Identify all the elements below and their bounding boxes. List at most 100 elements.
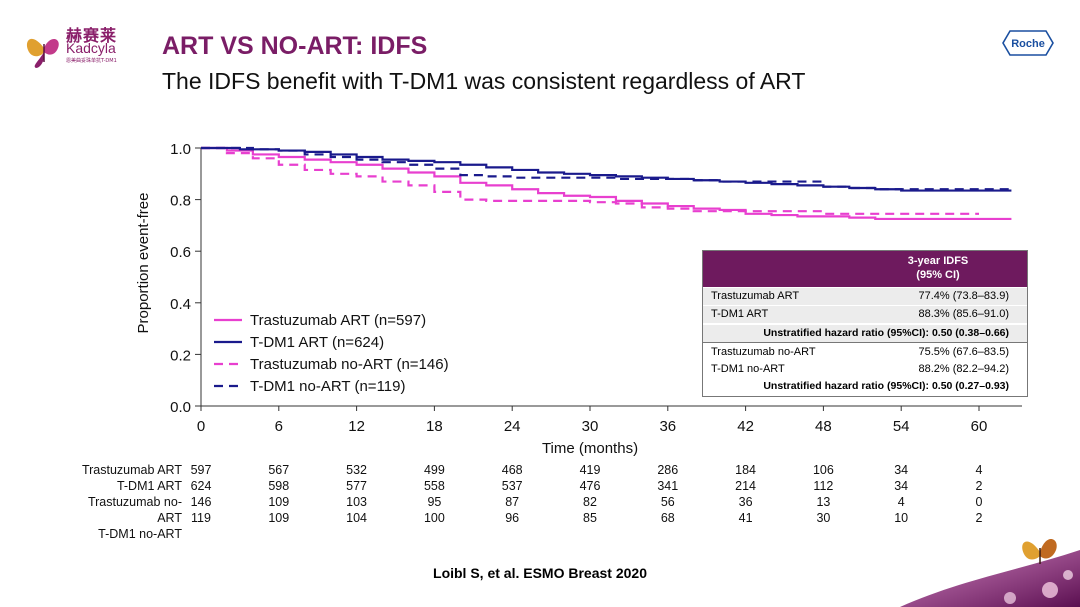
idfs-hazard-ratio-art: Unstratified hazard ratio (95%CI): 0.50 …	[703, 325, 1027, 342]
idfs-hazard-ratio-text: Unstratified hazard ratio (95%CI): 0.50 …	[763, 327, 1009, 339]
idfs-row-value: 75.5% (67.6–83.5)	[918, 346, 1009, 358]
risk-cell: 286	[657, 463, 679, 477]
risk-cell: 537	[501, 479, 523, 493]
risk-cell: 30	[816, 511, 831, 525]
idfs-row: T-DM1 ART 88.3% (85.6–91.0)	[703, 306, 1027, 323]
idfs-table-header: 3-year IDFS (95% CI)	[703, 251, 1027, 287]
x-axis-label: Time (months)	[542, 440, 638, 457]
risk-cell: 95	[427, 495, 442, 509]
risk-cell: 2	[975, 479, 983, 493]
risk-cell: 34	[894, 479, 909, 493]
idfs-row-name: T-DM1 ART	[711, 308, 769, 320]
idfs-divider	[703, 342, 1027, 343]
risk-cell: 119	[191, 511, 211, 525]
risk-cell: 532	[346, 463, 368, 477]
roche-logo-icon: Roche	[1002, 30, 1054, 56]
risk-cell: 103	[346, 495, 368, 509]
idfs-row-name: Trastuzumab ART	[711, 290, 800, 302]
risk-cell: 109	[268, 511, 290, 525]
legend-label: T-DM1 no-ART (n=119)	[250, 378, 405, 395]
idfs-hazard-ratio-noart: Unstratified hazard ratio (95%CI): 0.50 …	[703, 378, 1027, 395]
risk-cell: 41	[738, 511, 753, 525]
risk-cell: 13	[816, 495, 831, 509]
risk-cell: 468	[501, 463, 523, 477]
risk-cell: 4	[897, 495, 905, 509]
roche-logo-text: Roche	[1011, 38, 1045, 50]
series-line-2	[201, 146, 979, 215]
idfs-row: Trastuzumab ART 77.4% (73.8–83.9)	[703, 288, 1027, 305]
citation: Loibl S, et al. ESMO Breast 2020	[433, 565, 647, 581]
legend-label: T-DM1 ART (n=624)	[250, 334, 384, 351]
y-axis-label: Proportion event-free	[135, 193, 152, 334]
slide-subtitle: The IDFS benefit with T-DM1 was consiste…	[162, 68, 806, 94]
brand-name-en: Kadcyla	[66, 40, 116, 56]
risk-cell: 68	[660, 511, 675, 525]
risk-cell: 56	[660, 495, 675, 509]
idfs-header-line2: (95% CI)	[916, 269, 960, 281]
risk-cell: 419	[579, 463, 601, 477]
risk-cell: 85	[583, 511, 597, 525]
risk-cell: 558	[423, 479, 445, 493]
risk-cell: 598	[268, 479, 290, 493]
risk-cell: 87	[505, 495, 520, 509]
y-tick-label: 0.2	[170, 347, 191, 364]
butterfly-logo-icon	[26, 38, 59, 68]
idfs-row-value: 77.4% (73.8–83.9)	[918, 290, 1009, 302]
slide-title: ART VS NO-ART: IDFS	[162, 32, 428, 60]
idfs-row: Trastuzumab no-ART 75.5% (67.6–83.5)	[703, 344, 1027, 361]
idfs-row-name: Trastuzumab no-ART	[711, 346, 816, 358]
risk-row-label: ART	[157, 511, 182, 525]
x-tick-label: 0	[197, 418, 205, 435]
risk-row-label: Trastuzumab no-	[87, 495, 182, 509]
y-tick-label: 0.4	[170, 296, 191, 313]
decorative-flower-banner-icon	[900, 538, 1080, 607]
y-tick-label: 0.0	[170, 399, 191, 416]
y-tick-label: 1.0	[170, 141, 191, 158]
x-tick-label: 24	[504, 418, 521, 435]
risk-cell: 341	[657, 479, 679, 493]
risk-row-label: Trastuzumab ART	[81, 463, 182, 477]
x-tick-label: 48	[815, 418, 832, 435]
risk-cell: 146	[190, 495, 212, 509]
risk-cell: 499	[423, 463, 445, 477]
risk-cell: 567	[268, 463, 290, 477]
x-tick-label: 36	[659, 418, 676, 435]
risk-cell: 10	[894, 511, 909, 525]
risk-cell: 100	[423, 511, 445, 525]
risk-cell: 104	[346, 511, 368, 525]
risk-cell: 476	[579, 479, 601, 493]
risk-table: Trastuzumab ART T-DM1 ART Trastuzumab no…	[0, 460, 1080, 550]
idfs-header-line1: 3-year IDFS	[907, 255, 969, 267]
risk-cell: 0	[975, 495, 983, 509]
x-tick-label: 12	[348, 418, 365, 435]
x-tick-label: 60	[971, 418, 988, 435]
risk-cell: 184	[735, 463, 757, 477]
risk-cell: 577	[346, 479, 368, 493]
risk-row-label: T-DM1 ART	[116, 479, 182, 493]
risk-cell: 96	[505, 511, 520, 525]
risk-cell: 36	[738, 495, 753, 509]
risk-cell: 597	[190, 463, 212, 477]
idfs-row-name: T-DM1 no-ART	[711, 363, 785, 375]
brand-subtitle: 恩美曲妥珠单抗T-DM1	[66, 58, 117, 64]
idfs-hazard-ratio-text: Unstratified hazard ratio (95%CI): 0.50 …	[763, 380, 1009, 392]
x-tick-label: 30	[582, 418, 599, 435]
series-line-0	[201, 146, 1012, 221]
brand-name-cn: 赫赛莱	[66, 26, 118, 45]
idfs-row-value: 88.3% (85.6–91.0)	[918, 308, 1009, 320]
x-tick-label: 42	[737, 418, 754, 435]
risk-cell: 34	[894, 463, 909, 477]
risk-cell: 214	[735, 479, 757, 493]
idfs-row-value: 88.2% (82.2–94.2)	[918, 363, 1009, 375]
risk-cell: 82	[583, 495, 597, 509]
idfs-row: T-DM1 no-ART 88.2% (82.2–94.2)	[703, 361, 1027, 378]
risk-cell: 4	[975, 463, 983, 477]
idfs-summary-table: 3-year IDFS (95% CI) Trastuzumab ART 77.…	[702, 250, 1028, 397]
risk-cell: 109	[268, 495, 290, 509]
risk-cell: 106	[812, 463, 834, 477]
risk-cell: 2	[975, 511, 983, 525]
legend-label: Trastuzumab ART (n=597)	[250, 312, 426, 329]
risk-row-label: T-DM1 no-ART	[98, 527, 182, 541]
legend-label: Trastuzumab no-ART (n=146)	[250, 356, 449, 373]
